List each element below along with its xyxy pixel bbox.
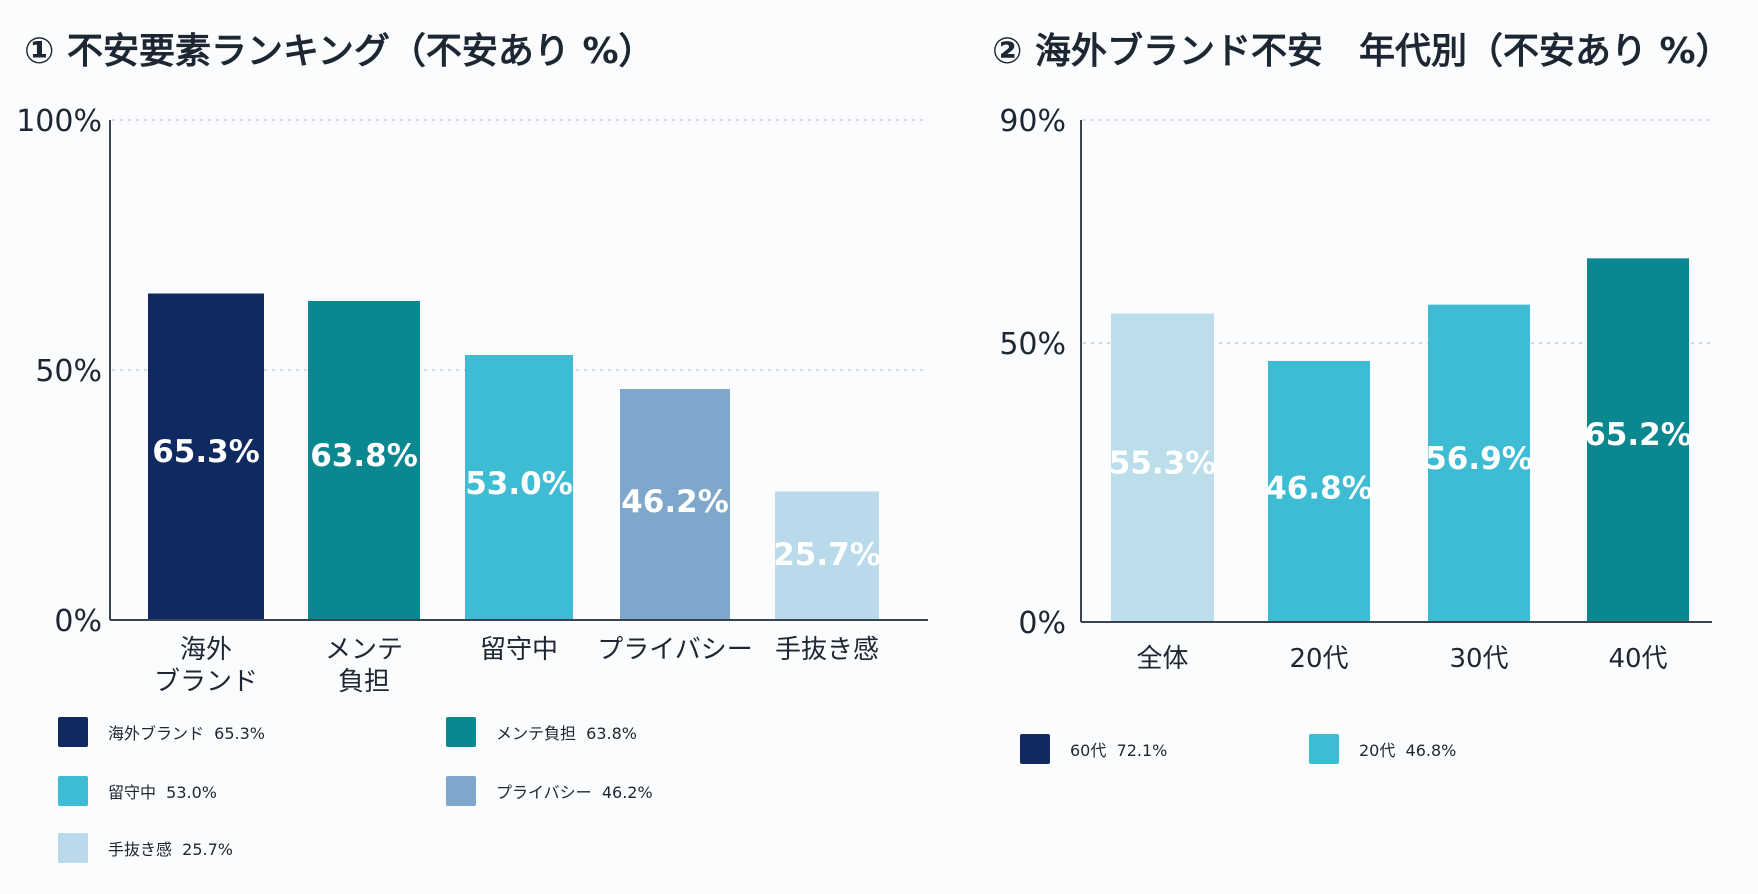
legend-label: メンテ負担 63.8% (496, 724, 638, 743)
x-category-label: 海外 (180, 635, 232, 665)
x-category-label: 留守中 (480, 635, 558, 665)
legend-label: 留守中 53.0% (108, 783, 218, 802)
legend-item: メンテ負担 63.8% (446, 717, 637, 747)
legend-label: 60代 72.1% (1070, 741, 1168, 760)
bar (1428, 304, 1530, 622)
legend-item: 海外ブランド 65.3% (58, 717, 265, 747)
legend-swatch (1309, 734, 1339, 764)
legend-item: 60代 72.1% (1020, 734, 1167, 764)
bar-value-label: 25.7% (773, 537, 881, 573)
legend-item: プライバシー 46.2% (446, 776, 653, 806)
x-category-label: 20代 (1289, 644, 1348, 674)
legend-label: 手抜き感 25.7% (108, 840, 234, 859)
bar (1268, 360, 1370, 622)
legend-item: 手抜き感 25.7% (58, 833, 233, 863)
legend-item: 留守中 53.0% (58, 776, 217, 806)
bar-value-label: 65.3% (152, 434, 260, 470)
y-tick-label: 90% (999, 104, 1066, 139)
x-category-label: 全体 (1136, 644, 1188, 674)
chart-2-title: ② 海外ブランド不安 年代別（不安あり %） (992, 31, 1732, 72)
bar (148, 293, 264, 620)
bar (620, 389, 730, 620)
bar (1587, 258, 1689, 622)
legend-swatch (446, 776, 476, 806)
bar-value-label: 53.0% (465, 466, 573, 502)
x-category-label: 30代 (1449, 644, 1508, 674)
bar (1111, 313, 1214, 622)
legend-label: プライバシー 46.2% (496, 783, 653, 802)
legend-swatch (446, 717, 476, 747)
legend-swatch (58, 717, 88, 747)
bar (465, 355, 573, 620)
bar-value-label: 63.8% (310, 438, 418, 474)
x-category-label: プライバシー (597, 635, 752, 665)
legend-label: 海外ブランド 65.3% (108, 724, 266, 743)
bar-value-label: 46.8% (1265, 470, 1373, 506)
legend-swatch (1020, 734, 1050, 764)
legend-item: 20代 46.8% (1309, 734, 1456, 764)
bar (308, 301, 420, 620)
bar-value-label: 46.2% (621, 484, 729, 520)
x-category-label: 手抜き感 (775, 635, 879, 665)
y-tick-label: 0% (1018, 606, 1066, 641)
bar-value-label: 65.2% (1584, 417, 1692, 453)
y-tick-label: 100% (16, 104, 102, 139)
legend-label: 20代 46.8% (1359, 741, 1457, 760)
x-category-label: 負担 (338, 667, 390, 697)
bar (775, 491, 879, 620)
y-tick-label: 50% (35, 354, 102, 389)
legend-swatch (58, 776, 88, 806)
y-tick-label: 0% (54, 604, 102, 639)
x-category-label: メンテ (325, 635, 403, 665)
y-tick-label: 50% (999, 327, 1066, 362)
x-category-label: ブランド (154, 667, 258, 697)
bar-value-label: 56.9% (1425, 441, 1533, 477)
x-category-label: 40代 (1608, 644, 1667, 674)
chart-1-title: ① 不安要素ランキング（不安あり %） (24, 31, 655, 72)
bar-value-label: 55.3% (1109, 446, 1217, 482)
legend-swatch (58, 833, 88, 863)
